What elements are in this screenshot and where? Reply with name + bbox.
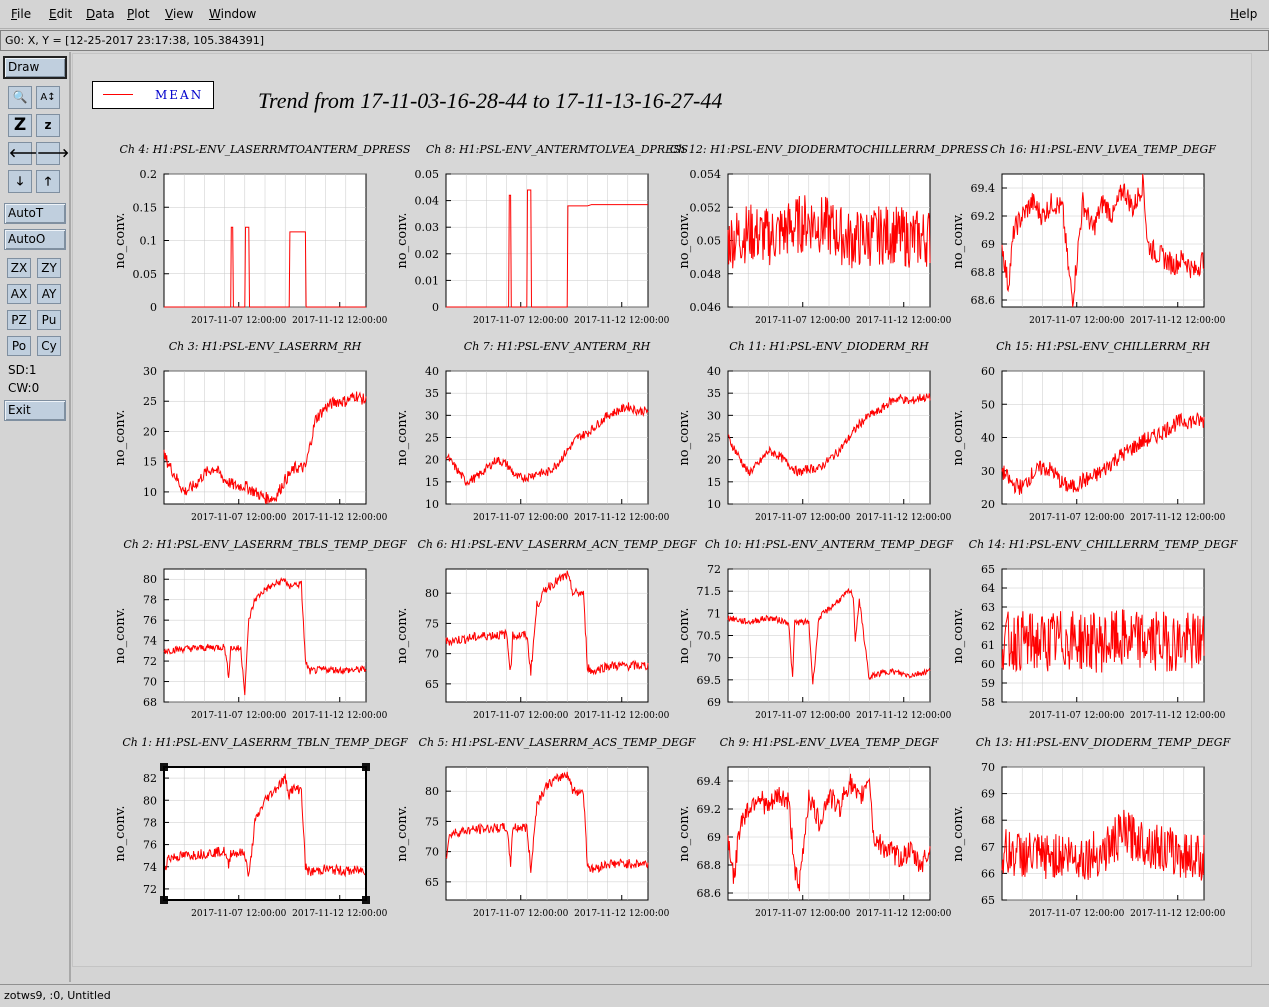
tool-panel: Draw 🔍 A↕ Z z 🡐 🡒 🡓 🡑 AutoT AutoO ZX ZY … <box>0 52 71 982</box>
pz-button[interactable]: PZ <box>7 310 31 330</box>
arrow-left-icon[interactable]: 🡐 <box>8 142 41 165</box>
pu-button[interactable]: Pu <box>37 310 61 330</box>
exit-button[interactable]: Exit <box>4 400 66 421</box>
po-button[interactable]: Po <box>7 336 31 356</box>
trend-title: Trend from 17-11-03-16-28-44 to 17-11-13… <box>258 88 723 113</box>
status-text: zotws9, :0, Untitled <box>4 989 111 1002</box>
arrow-up-icon[interactable]: 🡑 <box>36 170 60 193</box>
ay-button[interactable]: AY <box>37 284 61 304</box>
cy-button[interactable]: Cy <box>37 336 61 356</box>
status-bar: zotws9, :0, Untitled <box>0 984 1269 1007</box>
sd-label: SD:1 <box>8 363 37 377</box>
menu-file[interactable]: File <box>11 7 32 21</box>
coordinate-readout: G0: X, Y = [12-25-2017 23:17:38, 105.384… <box>5 34 265 47</box>
ax-button[interactable]: AX <box>7 284 31 304</box>
zoom-out-icon[interactable]: z <box>36 114 60 137</box>
menu-help[interactable]: Help <box>1230 7 1258 21</box>
legend-swatch <box>103 94 133 95</box>
coordinate-readout-bar: G0: X, Y = [12-25-2017 23:17:38, 105.384… <box>0 30 1269 51</box>
menu-window[interactable]: Window <box>209 7 257 21</box>
arrow-down-icon[interactable]: 🡓 <box>8 170 32 193</box>
arrow-right-icon[interactable]: 🡒 <box>36 142 69 165</box>
autot-button[interactable]: AutoT <box>4 203 66 224</box>
autoscale-icon[interactable]: A↕ <box>36 86 60 109</box>
magnify-icon[interactable]: 🔍 <box>8 86 32 109</box>
cw-label: CW:0 <box>8 381 40 395</box>
zy-button[interactable]: ZY <box>37 258 61 278</box>
menu-plot[interactable]: Plot <box>127 7 150 21</box>
zx-button[interactable]: ZX <box>7 258 31 278</box>
legend: MEAN <box>92 81 214 109</box>
zoom-in-icon[interactable]: Z <box>8 114 32 137</box>
autoo-button[interactable]: AutoO <box>4 229 66 250</box>
menu-bar: File Edit Data Plot View Window Help <box>0 0 1269 29</box>
legend-label: MEAN <box>155 88 204 102</box>
plot-canvas[interactable] <box>72 53 1252 967</box>
menu-data[interactable]: Data <box>86 7 115 21</box>
draw-button[interactable]: Draw <box>3 56 67 79</box>
menu-view[interactable]: View <box>165 7 194 21</box>
menu-edit[interactable]: Edit <box>49 7 73 21</box>
